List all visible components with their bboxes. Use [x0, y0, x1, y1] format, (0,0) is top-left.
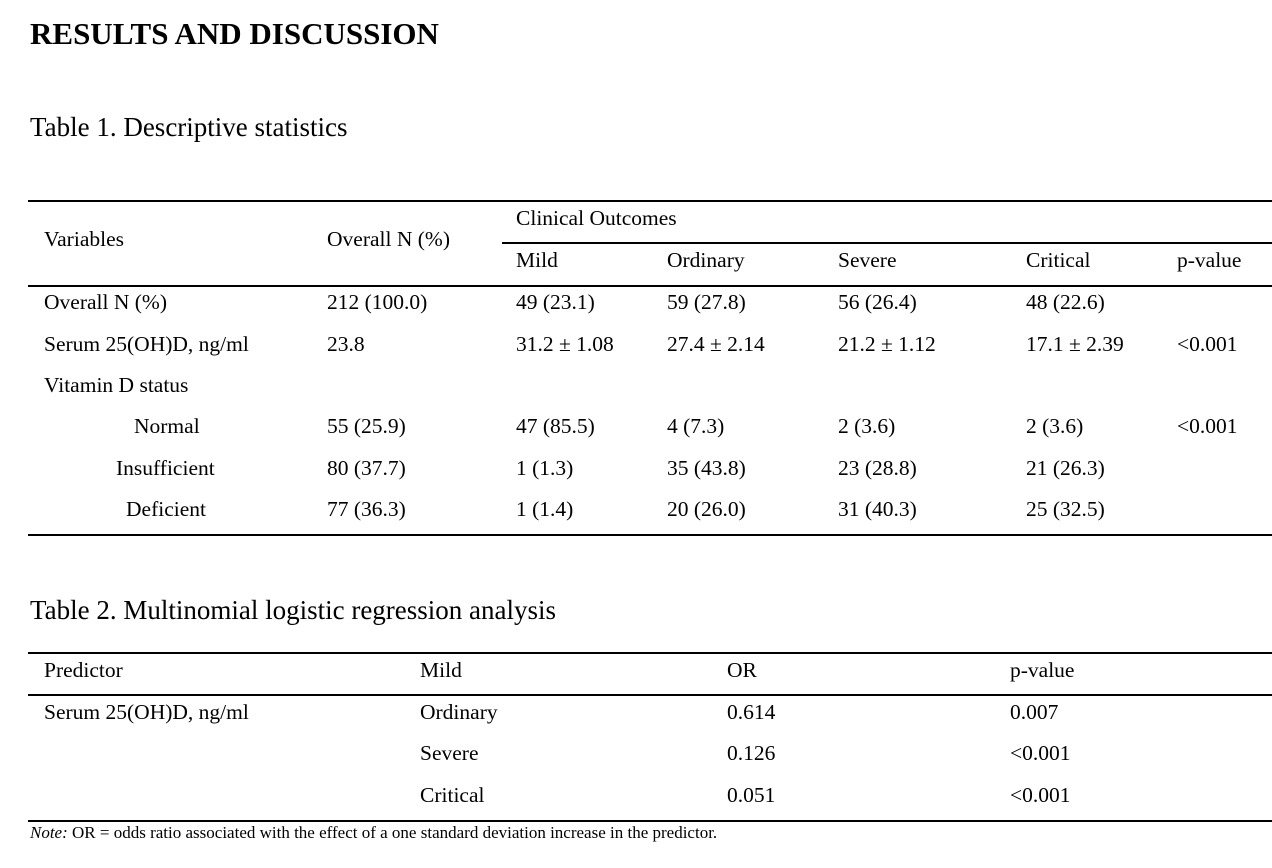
table1-cell: 31.2 ± 1.08 — [516, 332, 614, 356]
table1-cell: 55 (25.9) — [327, 414, 406, 438]
table1-row-label: Deficient — [126, 497, 206, 521]
table2-bottom-rule — [28, 820, 1272, 822]
table2-top-rule — [28, 652, 1272, 654]
table1-cell: 48 (22.6) — [1026, 290, 1105, 314]
table1-cell: 1 (1.3) — [516, 456, 574, 480]
table1-cell: 20 (26.0) — [667, 497, 746, 521]
table2-cell: <0.001 — [1010, 741, 1071, 765]
table1-row-label: Vitamin D status — [44, 373, 189, 397]
table1-cell: 21.2 ± 1.12 — [838, 332, 936, 356]
table1-header-variables: Variables — [44, 227, 124, 251]
table2-cell: 0.614 — [727, 700, 776, 724]
table1-header-p-value: p-value — [1177, 248, 1242, 272]
table2-header-or: OR — [727, 658, 757, 682]
table1-cell: 17.1 ± 2.39 — [1026, 332, 1124, 356]
table1-row-label: Serum 25(OH)D, ng/ml — [44, 332, 249, 356]
table1-group-rule — [502, 242, 1272, 244]
table1-bottom-rule — [28, 534, 1272, 536]
section-heading: RESULTS AND DISCUSSION — [30, 16, 439, 51]
note-label: Note: — [30, 823, 68, 842]
table2-header-predictor: Predictor — [44, 658, 123, 682]
table2-row-label: Serum 25(OH)D, ng/ml — [44, 700, 249, 724]
table1-cell: 35 (43.8) — [667, 456, 746, 480]
table2-header-mild: Mild — [420, 658, 462, 682]
table1-header-clinical-outcomes: Clinical Outcomes — [516, 206, 677, 230]
table2-cell: <0.001 — [1010, 783, 1071, 807]
table1-cell: 212 (100.0) — [327, 290, 428, 314]
table1-cell: 49 (23.1) — [516, 290, 595, 314]
table2-note: Note: OR = odds ratio associated with th… — [30, 823, 717, 843]
table1-cell: 59 (27.8) — [667, 290, 746, 314]
table1-cell: <0.001 — [1177, 332, 1238, 356]
table1-row-label: Normal — [134, 414, 200, 438]
table1-header-severe: Severe — [838, 248, 897, 272]
table2-cell: Ordinary — [420, 700, 498, 724]
table1-header-rule — [28, 285, 1272, 287]
table2-cell: Severe — [420, 741, 479, 765]
table2-cell: 0.051 — [727, 783, 776, 807]
table2-header-rule — [28, 694, 1272, 696]
table2-cell: 0.007 — [1010, 700, 1059, 724]
table1-cell: 47 (85.5) — [516, 414, 595, 438]
table1-cell: 23 (28.8) — [838, 456, 917, 480]
table1-header-mild: Mild — [516, 248, 558, 272]
table1-row-label: Insufficient — [116, 456, 215, 480]
table1-cell: 1 (1.4) — [516, 497, 574, 521]
table1-row-label: Overall N (%) — [44, 290, 167, 314]
table1-top-rule — [28, 200, 1272, 202]
table1-caption: Table 1. Descriptive statistics — [30, 112, 348, 142]
table1-cell: 2 (3.6) — [838, 414, 896, 438]
table1-cell: 56 (26.4) — [838, 290, 917, 314]
table1-cell: 77 (36.3) — [327, 497, 406, 521]
table1-cell: 27.4 ± 2.14 — [667, 332, 765, 356]
table1-cell: 31 (40.3) — [838, 497, 917, 521]
table1-cell: 25 (32.5) — [1026, 497, 1105, 521]
table2-cell: 0.126 — [727, 741, 776, 765]
table2-header-p-value: p-value — [1010, 658, 1075, 682]
table1-cell: <0.001 — [1177, 414, 1238, 438]
note-text: OR = odds ratio associated with the effe… — [67, 823, 718, 842]
table1-cell: 21 (26.3) — [1026, 456, 1105, 480]
table1-header-ordinary: Ordinary — [667, 248, 745, 272]
table1-header-overall: Overall N (%) — [327, 227, 450, 251]
table1-header-critical: Critical — [1026, 248, 1091, 272]
table2-cell: Critical — [420, 783, 485, 807]
table1-cell: 4 (7.3) — [667, 414, 725, 438]
table1-cell: 80 (37.7) — [327, 456, 406, 480]
table1-cell: 23.8 — [327, 332, 365, 356]
table2-caption: Table 2. Multinomial logistic regression… — [30, 595, 557, 625]
table1-cell: 2 (3.6) — [1026, 414, 1084, 438]
